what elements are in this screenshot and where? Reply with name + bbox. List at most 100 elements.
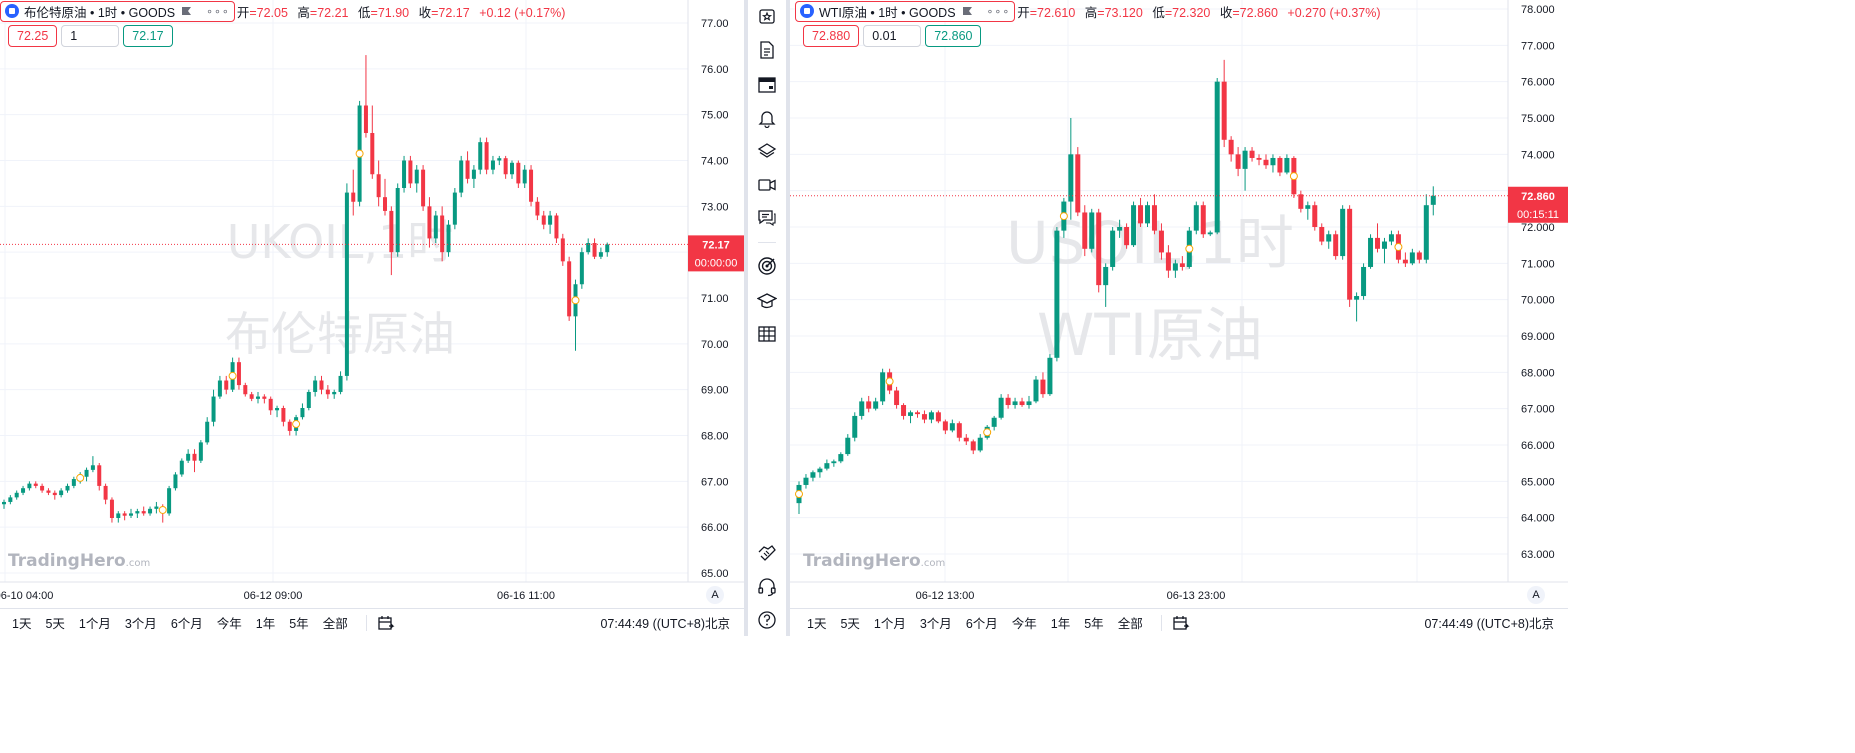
education-cap-icon[interactable] xyxy=(757,291,777,311)
range-1d[interactable]: 1天 xyxy=(807,617,827,631)
range-ytd[interactable]: 今年 xyxy=(216,617,242,631)
candle-body xyxy=(1326,234,1332,242)
range-3m[interactable]: 3个月 xyxy=(919,617,952,631)
range-1y[interactable]: 1年 xyxy=(1050,617,1071,631)
candle-body xyxy=(97,465,102,486)
time-tick-label: 06-12 13:00 xyxy=(916,590,975,602)
range-5y[interactable]: 5年 xyxy=(1084,617,1104,631)
more-options-icon[interactable]: ∘∘∘ xyxy=(986,5,1011,18)
chart-canvas-brent[interactable]: 77.0076.0075.0074.0073.0072.0071.0070.00… xyxy=(0,0,744,608)
support-headset-icon[interactable] xyxy=(757,577,777,597)
candle-body xyxy=(901,405,907,416)
time-tick-label: 06-12 09:00 xyxy=(244,590,303,602)
symbol-title[interactable]: WTI原油 • 1时 • GOODS xyxy=(819,5,956,20)
range-5y[interactable]: 5年 xyxy=(289,617,309,631)
candle-body xyxy=(1270,157,1276,166)
candle-body xyxy=(560,238,565,262)
event-marker xyxy=(795,490,803,499)
range-all[interactable]: 全部 xyxy=(322,617,348,631)
auto-scale-button[interactable]: A xyxy=(1527,586,1545,604)
candle-body xyxy=(1026,401,1032,406)
candle-body xyxy=(529,169,534,202)
handshake-icon[interactable] xyxy=(757,543,777,563)
candle-body xyxy=(503,158,508,175)
sell-button[interactable]: 72.25 xyxy=(8,25,58,47)
candle-body xyxy=(586,243,591,253)
event-marker xyxy=(1289,172,1298,181)
symbol-selector[interactable]: 布伦特原油 • 1时 • GOODS ∘∘∘ xyxy=(0,0,235,22)
ohlc-values: 开=72.610 高=73.120 低=72.320 收=72.860 +0.2… xyxy=(1017,5,1381,20)
candle-body xyxy=(998,397,1004,418)
range-1y[interactable]: 1年 xyxy=(255,617,276,631)
candle-body xyxy=(33,483,38,486)
calendar-icon[interactable] xyxy=(757,74,777,94)
time-tick-label: 06-13 23:00 xyxy=(1167,590,1226,602)
candle-body xyxy=(2,501,6,505)
price-tick-label: 66.000 xyxy=(1521,440,1555,452)
goto-date-icon[interactable] xyxy=(377,614,395,632)
range-1d[interactable]: 1天 xyxy=(12,617,32,631)
range-5d[interactable]: 5天 xyxy=(840,617,860,631)
candle-body xyxy=(1033,379,1039,402)
range-all[interactable]: 全部 xyxy=(1117,617,1143,631)
price-tick-label: 77.00 xyxy=(701,18,729,30)
more-options-icon[interactable]: ∘∘∘ xyxy=(206,5,230,18)
candle-body xyxy=(90,465,95,470)
help-icon[interactable] xyxy=(757,610,777,630)
candle-body xyxy=(1193,205,1199,231)
candle-body xyxy=(351,192,356,202)
layers-icon[interactable] xyxy=(757,141,777,161)
range-ytd[interactable]: 今年 xyxy=(1011,617,1037,631)
candle-body xyxy=(376,174,381,198)
price-tick-label: 70.00 xyxy=(701,339,729,351)
candle-body xyxy=(1381,241,1387,249)
symbol-selector[interactable]: WTI原油 • 1时 • GOODS ∘∘∘ xyxy=(795,0,1016,22)
quantity-input[interactable]: 1 xyxy=(61,25,120,47)
auto-scale-button[interactable]: A xyxy=(706,586,724,604)
candle-body xyxy=(217,380,222,397)
candle-body xyxy=(1312,205,1318,227)
table-grid-icon[interactable] xyxy=(757,324,777,344)
buy-button[interactable]: 72.860 xyxy=(925,25,982,47)
chart-canvas-wti[interactable]: 78.00077.00076.00075.00074.00073.00072.0… xyxy=(790,0,1568,608)
flag-icon[interactable] xyxy=(962,6,973,17)
divider xyxy=(1160,614,1162,631)
candle-body xyxy=(192,453,197,461)
price-tick-label: 64.000 xyxy=(1521,513,1555,525)
candle-body xyxy=(395,188,400,253)
video-icon[interactable] xyxy=(757,175,777,195)
candle-body xyxy=(1340,208,1346,257)
candle-body xyxy=(52,492,57,496)
range-1m[interactable]: 1个月 xyxy=(78,617,111,631)
symbol-title[interactable]: 布伦特原油 • 1时 • GOODS xyxy=(24,5,176,20)
buy-button[interactable]: 72.17 xyxy=(123,25,173,47)
toolbar-divider xyxy=(758,242,776,243)
timezone-clock[interactable]: 07:44:49 ((UTC+8)北京 xyxy=(1424,617,1554,631)
news-document-icon[interactable] xyxy=(757,40,777,60)
candle-body xyxy=(129,513,133,516)
quantity-input[interactable]: 0.01 xyxy=(863,25,922,47)
candle-body xyxy=(535,201,540,216)
sell-button[interactable]: 72.880 xyxy=(803,25,860,47)
range-6m[interactable]: 6个月 xyxy=(170,617,203,631)
timezone-clock[interactable]: 07:44:49 ((UTC+8)北京 xyxy=(600,617,730,631)
candle-body xyxy=(1138,205,1144,224)
range-6m[interactable]: 6个月 xyxy=(965,617,998,631)
range-5d[interactable]: 5天 xyxy=(45,617,65,631)
target-icon[interactable] xyxy=(757,256,777,276)
alert-bell-icon[interactable] xyxy=(757,108,777,128)
range-1m[interactable]: 1个月 xyxy=(873,617,906,631)
price-tick-label: 76.00 xyxy=(701,64,729,76)
candle-body xyxy=(484,142,489,170)
candle-body xyxy=(956,423,962,438)
chart-panel-brent[interactable]: 77.0076.0075.0074.0073.0072.0071.0070.00… xyxy=(0,0,744,636)
goto-date-icon[interactable] xyxy=(1172,614,1190,632)
chart-panel-wti[interactable]: 78.00077.00076.00075.00074.00073.00072.0… xyxy=(790,0,1568,636)
flag-icon[interactable] xyxy=(181,6,192,17)
watchlist-star-icon[interactable] xyxy=(757,6,777,26)
event-marker xyxy=(292,420,301,429)
chat-icon[interactable] xyxy=(757,208,777,228)
range-3m[interactable]: 3个月 xyxy=(124,617,157,631)
candle-body xyxy=(1110,230,1116,267)
candle-body xyxy=(970,441,976,451)
